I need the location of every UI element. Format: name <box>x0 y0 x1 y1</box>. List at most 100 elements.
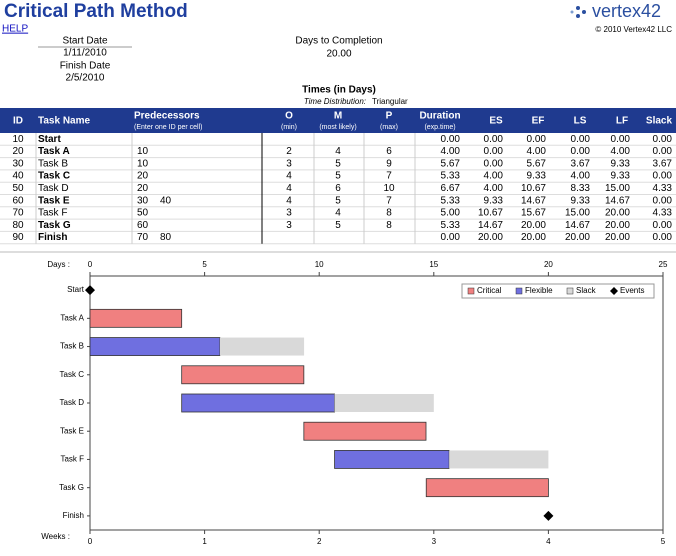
table-cell: 4 <box>286 195 292 206</box>
logo-dot <box>576 14 580 18</box>
table-cell: 3 <box>286 208 292 219</box>
column-subheader: (exp.time) <box>424 124 455 131</box>
table-cell: 6.67 <box>441 183 461 194</box>
table-cell: 0.00 <box>653 195 673 206</box>
table-cell: 5.67 <box>441 158 461 169</box>
table-cell: 0.00 <box>571 134 591 145</box>
x2-tick-label: 1 <box>202 537 207 546</box>
gantt-bar <box>449 450 549 469</box>
table-cell: 4 <box>286 183 292 194</box>
table-cell: 20.00 <box>521 220 546 231</box>
x-tick-label: 5 <box>202 260 207 269</box>
table-cell: 3.67 <box>653 158 673 169</box>
table-cell: 4.00 <box>484 183 504 194</box>
table-cell: 15.00 <box>565 208 590 219</box>
event-marker <box>85 285 95 296</box>
column-subheader: (Enter one ID per cell) <box>134 124 202 131</box>
table-cell: 50 <box>137 208 149 219</box>
column-header: P <box>386 111 393 122</box>
table-cell: 0.00 <box>484 134 504 145</box>
y-tick-label: Start <box>67 285 85 294</box>
table-cell: 3 <box>286 158 292 169</box>
table-cell: 0.00 <box>653 220 673 231</box>
table-cell: 20 <box>137 171 149 182</box>
logo-dot <box>582 10 586 14</box>
table-cell: 4.00 <box>441 146 461 157</box>
table-cell: 14.67 <box>478 220 503 231</box>
table-cell: 9.33 <box>611 171 631 182</box>
table-cell: 14.67 <box>521 195 546 206</box>
table-cell: 60 <box>137 220 149 231</box>
y-tick-label: Task B <box>60 342 84 351</box>
table-cell: 9.33 <box>611 158 631 169</box>
table-cell: 20.00 <box>605 208 630 219</box>
table-cell: 14.67 <box>565 220 590 231</box>
gantt-bar <box>425 478 549 498</box>
table-cell: 20.00 <box>565 232 590 243</box>
column-header: Duration <box>419 111 460 122</box>
table-cell: 15.67 <box>521 208 546 219</box>
event-marker <box>543 510 554 521</box>
table-cell: 4.33 <box>653 208 673 219</box>
table-cell: 10 <box>137 146 149 157</box>
days-value: 20.00 <box>326 49 351 60</box>
table-cell: 8.33 <box>571 183 591 194</box>
gantt-bar <box>219 337 305 356</box>
table-cell: 30 <box>12 158 24 169</box>
table-cell: 2 <box>286 146 292 157</box>
table-cell: 80 <box>160 232 172 243</box>
table-cell: 30 <box>137 195 149 206</box>
table-cell: 0.00 <box>653 232 673 243</box>
table-cell: 3.67 <box>571 158 591 169</box>
table-cell: 8 <box>386 220 392 231</box>
table-cell: Task F <box>38 208 67 219</box>
y-tick-label: Task G <box>59 483 84 492</box>
legend-label: Flexible <box>525 286 553 295</box>
table-cell: 4.00 <box>484 171 504 182</box>
table-cell: 10 <box>383 183 395 194</box>
finish-date: 2/5/2010 <box>66 73 105 84</box>
table-cell: Task A <box>38 146 70 157</box>
column-subheader: (max) <box>380 124 398 131</box>
table-cell: 90 <box>12 232 24 243</box>
table-cell: 20.00 <box>521 232 546 243</box>
distribution-label: Time Distribution: <box>304 97 366 106</box>
legend-label: Slack <box>576 286 597 295</box>
x-tick-label: 20 <box>544 260 553 269</box>
table-cell: 20.00 <box>605 220 630 231</box>
table-header-bar <box>0 108 676 133</box>
table-cell: 10 <box>12 134 24 145</box>
table-cell: 80 <box>12 220 24 231</box>
x2-tick-label: 2 <box>317 537 322 546</box>
table-cell: 0.00 <box>653 146 673 157</box>
table-cell: 5.33 <box>441 171 461 182</box>
logo-text: vertex42 <box>592 1 661 21</box>
legend-swatch <box>566 287 574 295</box>
legend-swatch <box>467 287 475 295</box>
table-cell: 4.00 <box>571 171 591 182</box>
table-cell: 9 <box>386 158 392 169</box>
help-link[interactable]: HELP <box>2 24 28 35</box>
table-cell: 10 <box>137 158 149 169</box>
table-cell: 70 <box>137 232 149 243</box>
gantt-bar <box>334 450 450 469</box>
x2-tick-label: 4 <box>546 537 551 546</box>
column-header: Predecessors <box>134 111 200 122</box>
table-cell: 5 <box>335 195 341 206</box>
table-cell: Finish <box>38 232 67 243</box>
table-cell: 5 <box>335 158 341 169</box>
table-cell: 0.00 <box>653 171 673 182</box>
y-tick-label: Task E <box>60 426 84 435</box>
logo-dot <box>576 6 580 10</box>
table-cell: Task C <box>38 171 70 182</box>
table-cell: 4.00 <box>611 146 631 157</box>
table-cell: 14.67 <box>605 195 630 206</box>
table-cell: 5.33 <box>441 195 461 206</box>
table-cell: 20.00 <box>605 232 630 243</box>
column-header: O <box>285 111 293 122</box>
table-cell: 3 <box>286 220 292 231</box>
distribution: Triangular <box>372 97 408 106</box>
x-tick-label: 15 <box>429 260 438 269</box>
y-tick-label: Task C <box>60 370 85 379</box>
table-cell: 0.00 <box>611 134 631 145</box>
